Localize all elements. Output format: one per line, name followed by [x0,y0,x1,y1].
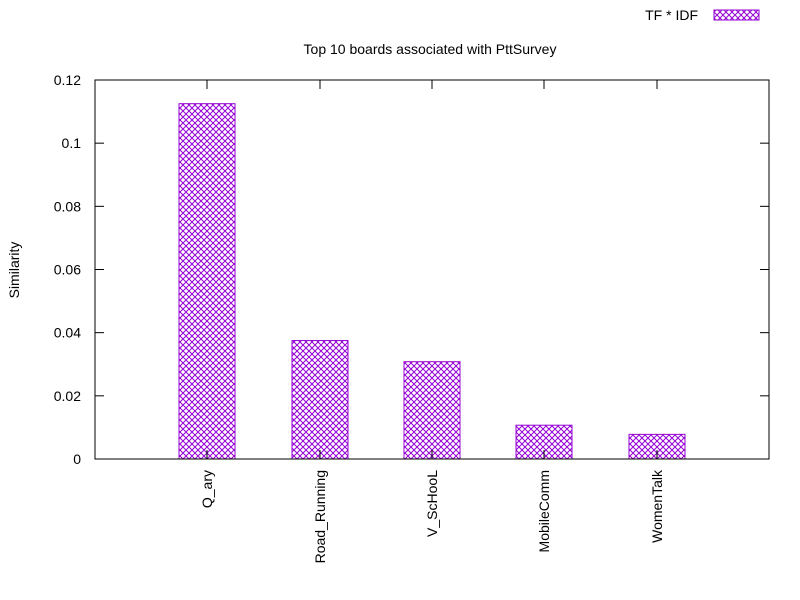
y-tick-label: 0.06 [54,262,81,278]
bars [178,103,686,460]
bar [291,340,349,460]
y-ticks: 0 0.02 0.04 0.06 0.08 0.1 0.12 [54,72,769,467]
y-tick-label: 0.04 [54,325,81,341]
legend: TF * IDF [645,7,760,23]
y-tick-label: 0.02 [54,388,81,404]
bar [403,361,461,460]
x-tick-label: Road_Running [312,470,328,563]
y-tick-label: 0 [73,451,81,467]
x-tick-label: WomenTalk [649,469,665,543]
legend-label: TF * IDF [645,7,698,23]
plot-frame [94,79,770,460]
y-tick-label: 0.1 [62,135,82,151]
x-tick-label: Q_ary [199,470,215,508]
y-tick-label: 0.08 [54,198,81,214]
legend-swatch [713,9,760,21]
y-tick-label: 0.12 [54,72,81,88]
bar [178,103,236,460]
chart-title: Top 10 boards associated with PttSurvey [304,41,557,57]
x-tick-label: MobileComm [536,470,552,552]
x-tick-label: V_ScHooL [424,470,440,537]
y-axis-label: Similarity [6,242,22,299]
x-ticks: Q_ary Road_Running V_ScHooL MobileComm Women… [199,80,665,563]
